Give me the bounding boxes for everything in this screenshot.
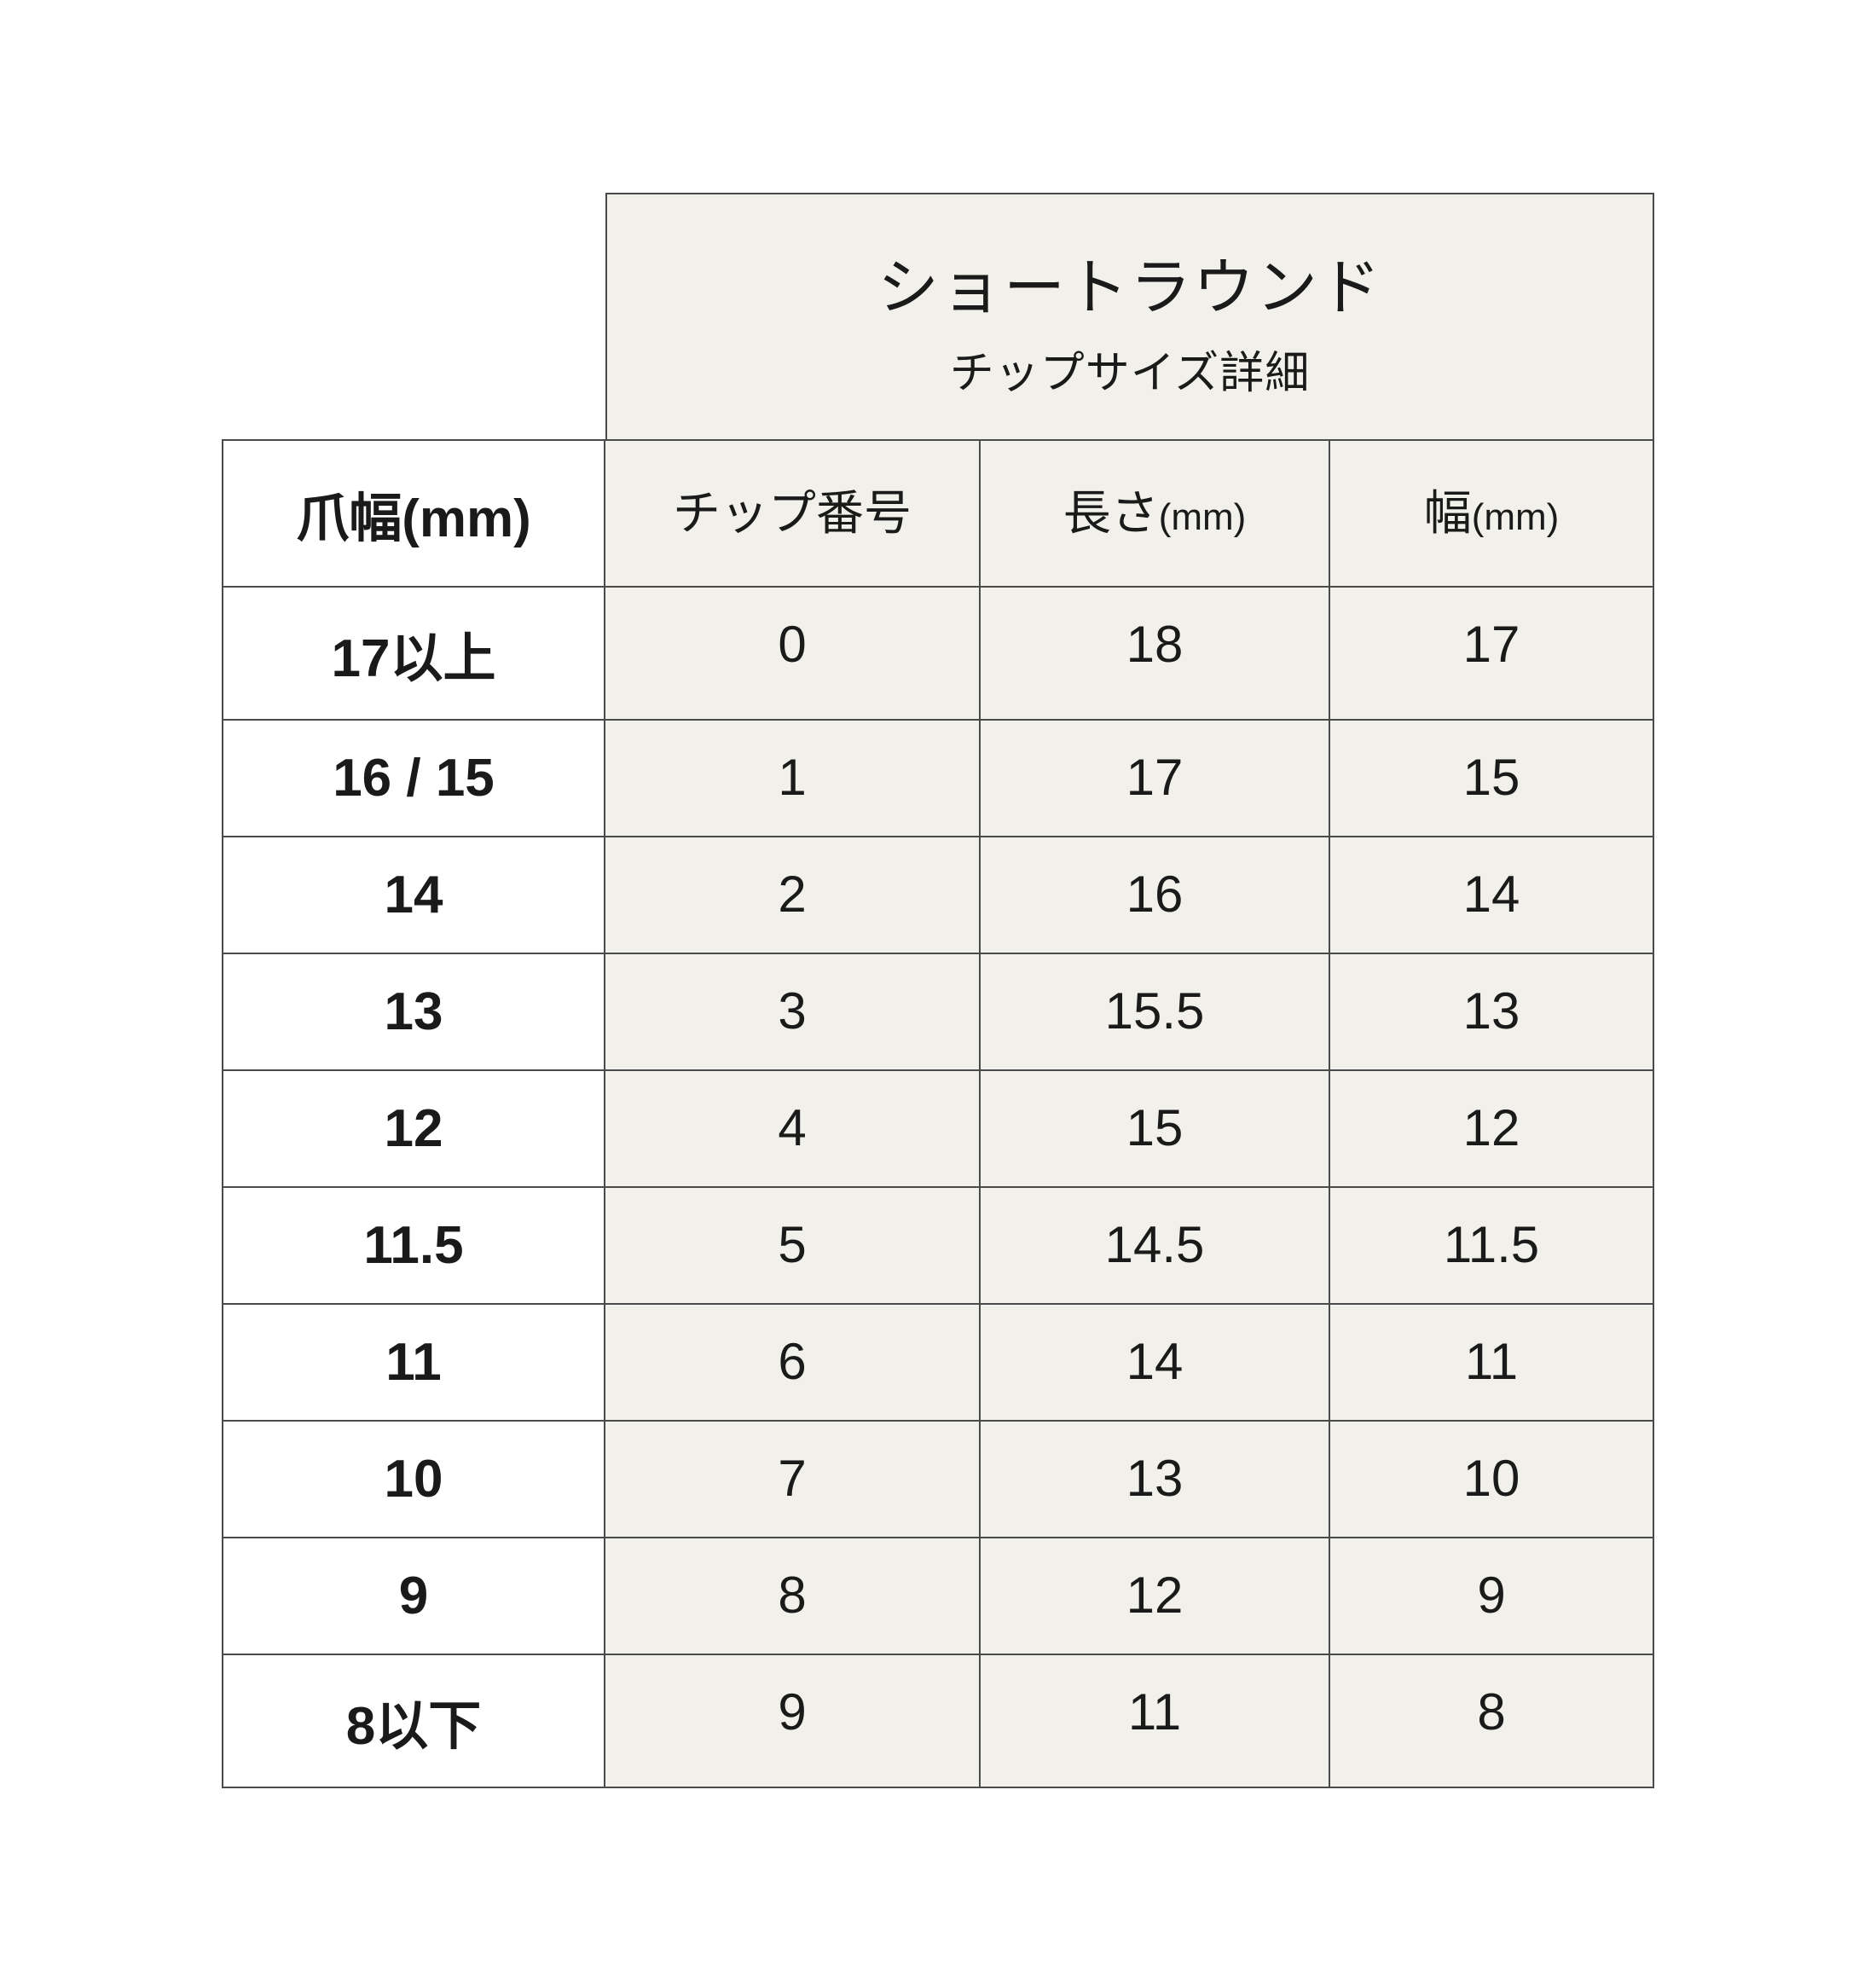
cell-nail-width: 17以上	[222, 588, 605, 721]
table-row: 11.5514.511.5	[222, 1188, 1654, 1305]
col-header-length-suffix: (mm)	[1159, 496, 1247, 538]
table-row: 17以上01817	[222, 588, 1654, 721]
table-row: 1421614	[222, 837, 1654, 954]
cell-nail-width: 12	[222, 1071, 605, 1188]
col-header-chip-no: チップ番号	[605, 439, 981, 588]
col-header-length-prefix: 長さ	[1063, 486, 1159, 540]
cell-chip-no: 8	[605, 1538, 981, 1655]
cell-nail-width: 9	[222, 1538, 605, 1655]
cell-chip-no: 5	[605, 1188, 981, 1305]
cell-width: 11	[1330, 1305, 1654, 1422]
cell-length: 15	[981, 1071, 1330, 1188]
title-cell: ショートラウンド チップサイズ詳細	[605, 193, 1654, 439]
cell-width: 9	[1330, 1538, 1654, 1655]
cell-nail-width: 14	[222, 837, 605, 954]
cell-length: 11	[981, 1655, 1330, 1788]
table-row: 1161411	[222, 1305, 1654, 1422]
table-row: 98129	[222, 1538, 1654, 1655]
cell-width: 11.5	[1330, 1188, 1654, 1305]
cell-nail-width: 10	[222, 1422, 605, 1538]
cell-nail-width: 11.5	[222, 1188, 605, 1305]
column-headers-row: 爪幅(mm) チップ番号 長さ(mm) 幅(mm)	[222, 439, 1654, 588]
cell-nail-width: 13	[222, 954, 605, 1071]
table-row: 16 / 1511715	[222, 721, 1654, 837]
title-spacer	[222, 193, 605, 439]
table-row: 1241512	[222, 1071, 1654, 1188]
cell-chip-no: 2	[605, 837, 981, 954]
cell-length: 17	[981, 721, 1330, 837]
cell-chip-no: 4	[605, 1071, 981, 1188]
cell-width: 10	[1330, 1422, 1654, 1538]
col-header-nail-width: 爪幅(mm)	[222, 439, 605, 588]
cell-length: 18	[981, 588, 1330, 721]
cell-width: 15	[1330, 721, 1654, 837]
col-header-length: 長さ(mm)	[981, 439, 1330, 588]
col-header-width-prefix: 幅	[1424, 486, 1472, 540]
cell-nail-width: 16 / 15	[222, 721, 605, 837]
cell-chip-no: 9	[605, 1655, 981, 1788]
cell-length: 12	[981, 1538, 1330, 1655]
table-row: 8以下9118	[222, 1655, 1654, 1788]
table-body: 17以上0181716 / 1511715142161413315.513124…	[222, 588, 1654, 1788]
title-main: ショートラウンド	[624, 237, 1636, 327]
cell-chip-no: 6	[605, 1305, 981, 1422]
title-sub: チップサイズ詳細	[624, 337, 1636, 401]
table-row: 13315.513	[222, 954, 1654, 1071]
cell-chip-no: 3	[605, 954, 981, 1071]
cell-length: 14.5	[981, 1188, 1330, 1305]
table-row: 1071310	[222, 1422, 1654, 1538]
cell-length: 13	[981, 1422, 1330, 1538]
table-title-row: ショートラウンド チップサイズ詳細	[222, 193, 1654, 439]
cell-width: 13	[1330, 954, 1654, 1071]
col-header-width-suffix: (mm)	[1472, 496, 1560, 538]
cell-width: 8	[1330, 1655, 1654, 1788]
cell-nail-width: 8以下	[222, 1655, 605, 1788]
col-header-width: 幅(mm)	[1330, 439, 1654, 588]
cell-length: 15.5	[981, 954, 1330, 1071]
cell-length: 16	[981, 837, 1330, 954]
cell-chip-no: 0	[605, 588, 981, 721]
cell-width: 12	[1330, 1071, 1654, 1188]
cell-length: 14	[981, 1305, 1330, 1422]
cell-width: 17	[1330, 588, 1654, 721]
cell-chip-no: 1	[605, 721, 981, 837]
cell-width: 14	[1330, 837, 1654, 954]
size-table: ショートラウンド チップサイズ詳細 爪幅(mm) チップ番号 長さ(mm) 幅(…	[222, 193, 1654, 1788]
cell-chip-no: 7	[605, 1422, 981, 1538]
cell-nail-width: 11	[222, 1305, 605, 1422]
